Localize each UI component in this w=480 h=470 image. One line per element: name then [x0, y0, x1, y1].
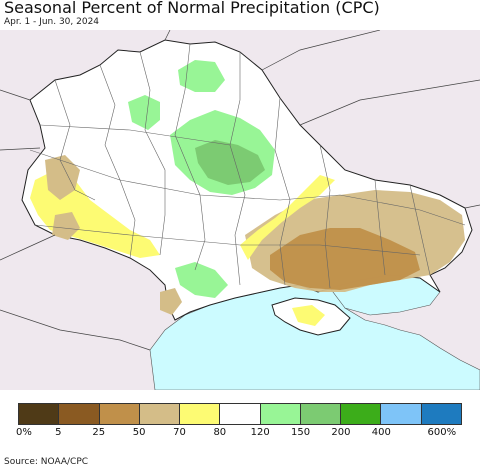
legend-swatch — [220, 404, 261, 424]
legend-swatch — [421, 404, 461, 424]
wet-north-120 — [178, 60, 225, 92]
precipitation-map — [0, 30, 480, 390]
legend-tick-label: 25 — [92, 427, 106, 438]
legend-tick-label: 50 — [132, 427, 146, 438]
dry-region-25 — [270, 228, 420, 290]
legend-tick-label: 120 — [250, 427, 270, 438]
legend-swatch — [139, 404, 181, 424]
oblast-boundaries — [29, 43, 466, 289]
date-range: Apr. 1 - Jun. 30, 2024 — [4, 17, 100, 27]
west-dry-50 — [45, 155, 80, 200]
wet-northwest-120 — [128, 95, 160, 130]
legend-tick-label: 80 — [213, 427, 227, 438]
wet-region-150 — [195, 140, 265, 185]
legend-swatch — [300, 404, 342, 424]
legend-swatch — [180, 404, 221, 424]
map-title: Seasonal Percent of Normal Precipitation… — [4, 0, 380, 17]
legend-tick-label: 200 — [331, 427, 351, 438]
legend-swatch — [381, 404, 422, 424]
source-note: Source: NOAA/CPC — [4, 457, 89, 467]
country-borders — [0, 30, 480, 351]
color-legend — [18, 403, 462, 425]
west-dry-50b — [52, 212, 80, 240]
legend-swatch — [260, 404, 301, 424]
legend-swatch — [59, 404, 100, 424]
legend-ticks: 0% 5 25 50 70 80 120 150 200 400 600% — [0, 427, 480, 441]
legend-tick-label: 0% — [16, 427, 32, 438]
dry-region-70 — [240, 175, 335, 260]
legend-tick-label: 600% — [427, 427, 457, 438]
legend-tick-label: 70 — [173, 427, 186, 438]
legend-tick-label: 400 — [371, 427, 391, 438]
legend-swatch — [19, 404, 60, 424]
legend-tick-label: 5 — [55, 427, 62, 438]
crimea-dry — [292, 305, 325, 326]
odesa-dry — [160, 288, 182, 315]
legend-tick-label: 150 — [290, 427, 311, 438]
legend-swatch — [99, 404, 140, 424]
wet-south-120 — [175, 262, 228, 298]
legend-swatch — [341, 404, 382, 424]
